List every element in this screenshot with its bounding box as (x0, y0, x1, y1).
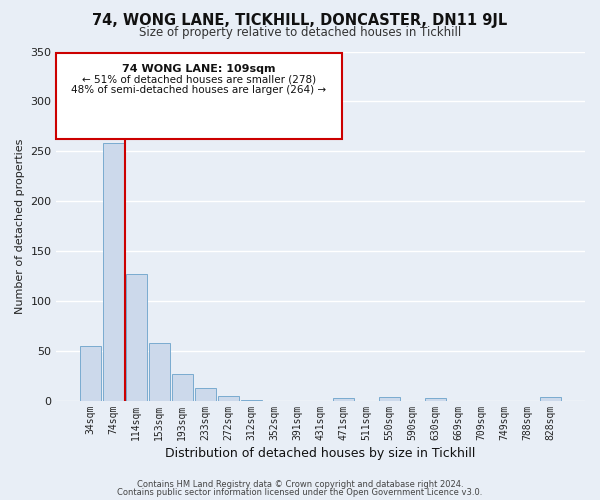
X-axis label: Distribution of detached houses by size in Tickhill: Distribution of detached houses by size … (165, 447, 476, 460)
Text: ← 51% of detached houses are smaller (278): ← 51% of detached houses are smaller (27… (82, 74, 316, 84)
Text: 48% of semi-detached houses are larger (264) →: 48% of semi-detached houses are larger (… (71, 84, 326, 94)
Bar (333, 398, 354, 400)
Bar (80, 346, 101, 401)
FancyBboxPatch shape (56, 53, 341, 139)
Text: Size of property relative to detached houses in Tickhill: Size of property relative to detached ho… (139, 26, 461, 39)
Bar (149, 343, 170, 400)
Bar (540, 396, 561, 400)
Bar (218, 396, 239, 400)
Bar (379, 396, 400, 400)
Text: 74, WONG LANE, TICKHILL, DONCASTER, DN11 9JL: 74, WONG LANE, TICKHILL, DONCASTER, DN11… (92, 12, 508, 28)
Bar (103, 144, 124, 400)
Bar (425, 398, 446, 400)
Text: Contains HM Land Registry data © Crown copyright and database right 2024.: Contains HM Land Registry data © Crown c… (137, 480, 463, 489)
Text: Contains public sector information licensed under the Open Government Licence v3: Contains public sector information licen… (118, 488, 482, 497)
Text: 74 WONG LANE: 109sqm: 74 WONG LANE: 109sqm (122, 64, 275, 74)
Bar (126, 274, 146, 400)
Bar (195, 388, 215, 400)
Y-axis label: Number of detached properties: Number of detached properties (15, 138, 25, 314)
Bar (172, 374, 193, 400)
